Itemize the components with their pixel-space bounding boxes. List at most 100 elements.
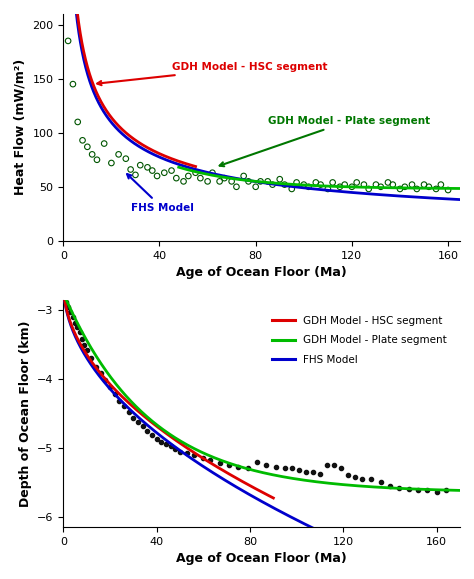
- Point: [305, 182, 312, 192]
- Point: [192, 168, 200, 177]
- Point: [81, 340, 88, 349]
- Point: [420, 180, 428, 189]
- Point: [396, 483, 403, 492]
- Point: [116, 397, 123, 406]
- Point: [93, 155, 101, 164]
- Point: [228, 177, 236, 186]
- Point: [78, 335, 86, 344]
- Point: [66, 307, 74, 316]
- Point: [240, 171, 247, 181]
- Point: [257, 177, 264, 186]
- Point: [372, 180, 380, 189]
- Point: [433, 488, 440, 497]
- Point: [309, 467, 317, 477]
- Point: [173, 174, 180, 183]
- Point: [101, 376, 109, 385]
- Point: [74, 118, 82, 127]
- Point: [377, 478, 384, 487]
- Point: [209, 168, 216, 177]
- Point: [408, 180, 416, 189]
- Point: [264, 177, 272, 186]
- Point: [134, 417, 142, 426]
- Point: [377, 182, 384, 192]
- Point: [252, 182, 259, 192]
- Point: [368, 474, 375, 483]
- Point: [207, 456, 214, 465]
- Point: [168, 166, 175, 175]
- Point: [413, 184, 420, 193]
- Point: [312, 178, 319, 187]
- Point: [244, 464, 252, 473]
- Point: [176, 447, 184, 456]
- Y-axis label: Heat Flow (mW/m²): Heat Flow (mW/m²): [14, 59, 27, 196]
- Point: [190, 450, 198, 459]
- Point: [137, 160, 144, 170]
- Point: [220, 174, 228, 183]
- Point: [144, 163, 151, 172]
- Point: [153, 171, 161, 181]
- Y-axis label: Depth of Ocean Floor (km): Depth of Ocean Floor (km): [18, 320, 31, 507]
- Point: [253, 457, 261, 466]
- Point: [76, 328, 83, 337]
- Point: [180, 177, 187, 186]
- Point: [293, 178, 301, 187]
- Point: [167, 442, 174, 451]
- Point: [396, 184, 404, 193]
- Point: [281, 180, 288, 189]
- Point: [64, 302, 72, 312]
- Point: [161, 168, 168, 177]
- Point: [64, 36, 72, 46]
- Point: [300, 180, 308, 189]
- Point: [184, 171, 192, 181]
- Point: [432, 184, 440, 193]
- Point: [144, 426, 151, 435]
- Point: [225, 460, 233, 470]
- Point: [83, 142, 91, 152]
- Point: [235, 463, 242, 472]
- Point: [288, 464, 296, 473]
- Point: [337, 464, 345, 473]
- Point: [162, 439, 170, 449]
- Point: [83, 346, 91, 355]
- X-axis label: Age of Ocean Floor (Ma): Age of Ocean Floor (Ma): [176, 552, 347, 565]
- Legend: GDH Model - HSC segment, GDH Model - Plate segment, FHS Model: GDH Model - HSC segment, GDH Model - Pla…: [268, 312, 451, 369]
- Text: GDH Model - HSC segment: GDH Model - HSC segment: [97, 62, 327, 85]
- Point: [100, 139, 108, 148]
- Point: [316, 469, 324, 478]
- Point: [341, 180, 348, 189]
- Point: [148, 431, 156, 440]
- Point: [269, 180, 276, 189]
- Point: [384, 178, 392, 187]
- Point: [360, 180, 368, 189]
- Point: [317, 180, 324, 189]
- Point: [276, 175, 283, 184]
- Point: [405, 485, 412, 494]
- Point: [129, 413, 137, 422]
- Point: [122, 154, 129, 163]
- Point: [108, 159, 115, 168]
- Point: [120, 402, 128, 411]
- X-axis label: Age of Ocean Floor (Ma): Age of Ocean Floor (Ma): [176, 266, 347, 279]
- Point: [73, 323, 81, 332]
- Point: [88, 354, 95, 363]
- Point: [272, 463, 280, 472]
- Point: [111, 390, 118, 399]
- Point: [148, 166, 156, 175]
- Point: [127, 165, 135, 174]
- Point: [288, 184, 296, 193]
- Point: [389, 180, 397, 189]
- Point: [444, 185, 452, 195]
- Point: [216, 458, 223, 467]
- Point: [302, 467, 310, 477]
- Point: [204, 177, 211, 186]
- Point: [97, 369, 104, 378]
- Point: [263, 460, 270, 470]
- Point: [69, 313, 76, 322]
- Point: [336, 182, 344, 192]
- Point: [153, 434, 161, 444]
- Point: [139, 421, 146, 430]
- Point: [125, 408, 132, 417]
- Point: [414, 486, 422, 495]
- Text: FHS Model: FHS Model: [127, 174, 193, 212]
- Point: [295, 465, 303, 474]
